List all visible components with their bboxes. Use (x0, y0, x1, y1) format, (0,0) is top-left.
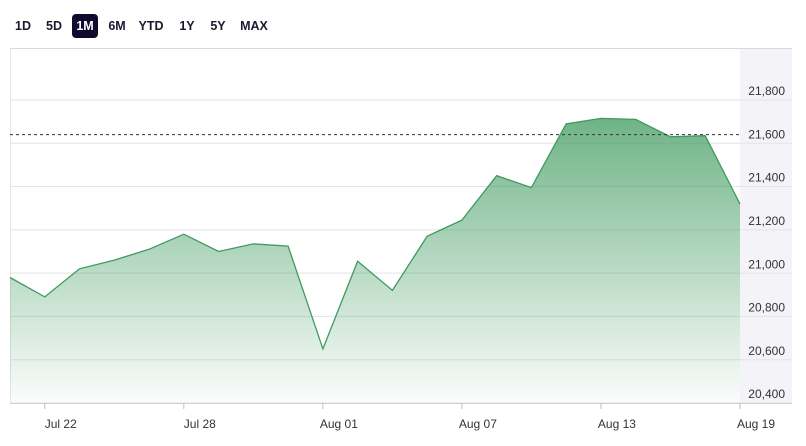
y-tick-label: 21,400 (748, 171, 785, 185)
y-tick-label: 21,800 (748, 84, 785, 98)
range-button-label[interactable]: 1Y (179, 19, 195, 33)
range-button-label[interactable]: 5D (46, 19, 62, 33)
range-button[interactable]: 6M (104, 14, 130, 38)
y-tick-label: 21,200 (748, 214, 785, 228)
range-button-bg[interactable] (72, 14, 98, 38)
range-button-label[interactable]: 6M (108, 19, 125, 33)
x-tick-label: Jul 22 (45, 417, 77, 431)
range-button[interactable]: 5Y (206, 14, 230, 38)
x-tick-label: Aug 19 (737, 417, 775, 431)
y-tick-label: 20,400 (748, 387, 785, 401)
range-button-label[interactable]: 1D (15, 19, 31, 33)
range-button[interactable]: 1M (72, 14, 98, 38)
x-tick-label: Aug 13 (598, 417, 636, 431)
range-button[interactable]: MAX (237, 14, 271, 38)
axis-panel (740, 48, 792, 404)
range-button-label[interactable]: MAX (240, 19, 268, 33)
range-button-label[interactable]: YTD (139, 19, 164, 33)
line (9, 117, 741, 351)
area (10, 118, 740, 404)
x-tick-label: Jul 28 (184, 417, 216, 431)
range-button-label[interactable]: 1M (76, 19, 93, 33)
y-tick-label: 21,000 (748, 257, 785, 271)
y-tick-label: 20,600 (748, 344, 785, 358)
y-tick-label: 21,600 (748, 127, 785, 141)
range-button[interactable]: 5D (42, 14, 66, 38)
x-tick-label: Aug 07 (459, 417, 497, 431)
range-button-label[interactable]: 5Y (210, 19, 226, 33)
range-button[interactable]: 1D (12, 14, 34, 38)
y-tick-label: 20,800 (748, 301, 785, 315)
x-tick-label: Aug 01 (320, 417, 358, 431)
range-button[interactable]: 1Y (176, 14, 198, 38)
range-button[interactable]: YTD (135, 14, 167, 38)
